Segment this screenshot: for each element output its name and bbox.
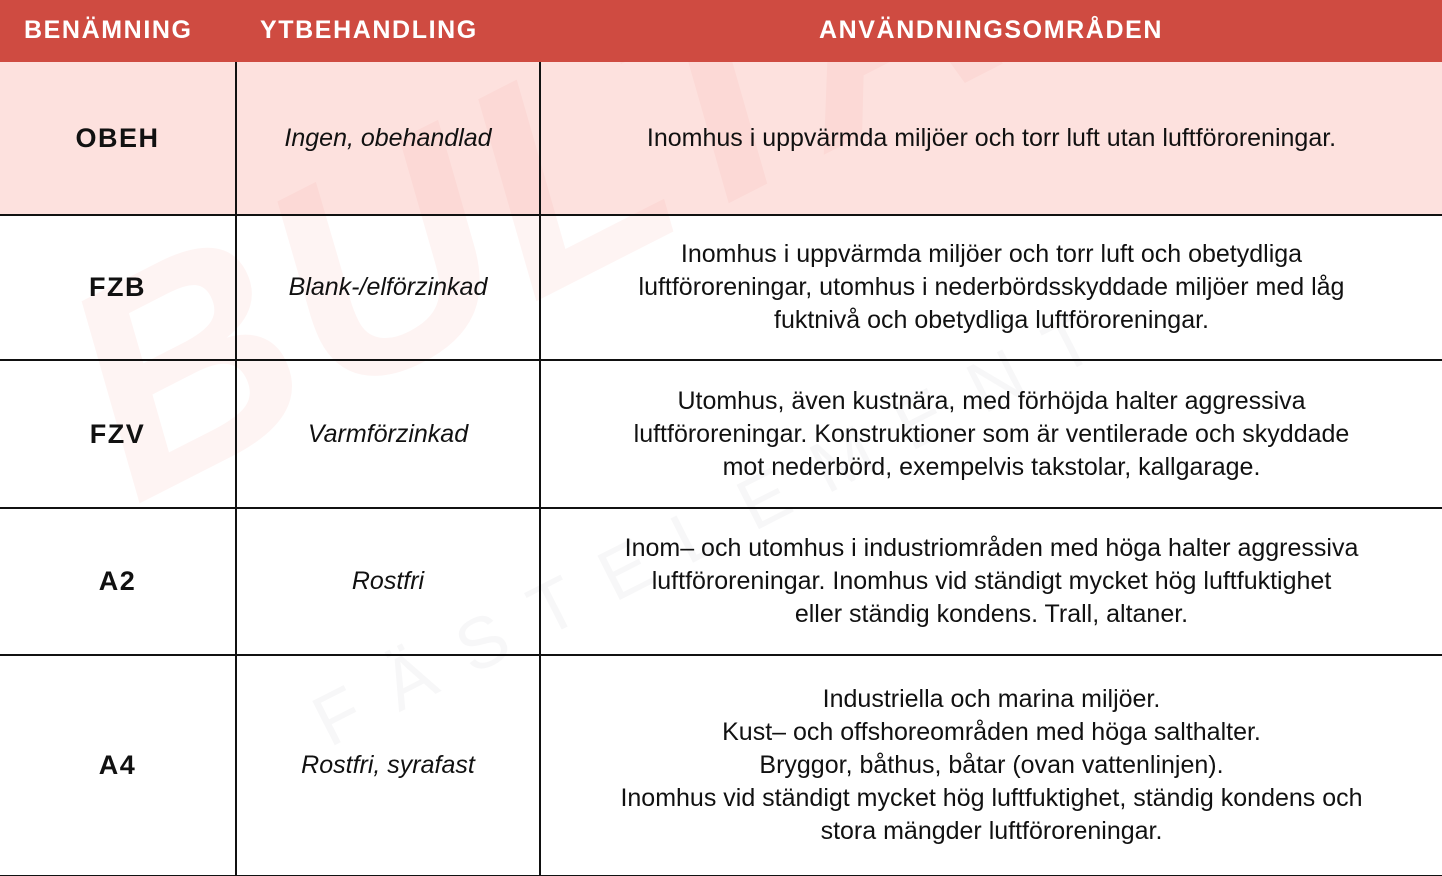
usage-line: Inomhus i uppvärmda miljöer och torr luf… [680,240,1303,268]
column-header-anvandningsomraden: ANVÄNDNINGSOMRÅDEN [540,0,1442,62]
cell-ytbehandling: Rostfri [235,507,541,656]
cell-ytbehandling: Rostfri, syrafast [235,654,541,876]
column-header-ytbehandling: YTBEHANDLING [236,0,540,62]
usage-line: mot nederbörd, exempelvis takstolar, kal… [722,452,1261,481]
usage-line: Industriella och marina miljöer. [822,685,1161,713]
usage-line: stora mängder luftföroreningar. [820,817,1163,845]
usage-line: Kust– och offshoreområden med höga salth… [722,718,1261,746]
usage-line: Inom– och utomhus i industriområden med … [624,534,1359,562]
cell-benamning: FZB [0,214,237,361]
cell-ytbehandling: Ingen, obehandlad [235,62,541,216]
cell-benamning: A2 [0,507,237,656]
cell-anvandningsomraden: Utomhus, även kustnära, med förhöjda hal… [539,359,1442,509]
cell-benamning: OBEH [0,62,237,216]
cell-benamning: A4 [0,654,237,876]
table-header: BENÄMNING YTBEHANDLING ANVÄNDNINGSOMRÅDE… [0,0,1442,62]
table-header-row: BENÄMNING YTBEHANDLING ANVÄNDNINGSOMRÅDE… [0,0,1442,62]
usage-line: Inomhus i uppvärmda miljöer och torr luf… [646,123,1337,152]
cell-ytbehandling: Varmförzinkad [235,359,541,509]
cell-ytbehandling: Blank-/elförzinkad [235,214,541,361]
cell-anvandningsomraden: Inom– och utomhus i industriområden med … [539,507,1442,656]
usage-line: luftföroreningar. Inomhus vid ständigt m… [651,567,1332,595]
table-row: FZB Blank-/elförzinkad Inomhus i uppvärmda… [0,214,1442,361]
cell-anvandningsomraden: Inomhus i uppvärmda miljöer och torr luf… [539,62,1442,216]
usage-line: Bryggor, båthus, båtar (ovan vattenlinje… [759,751,1224,779]
table-row: A2 Rostfri Inom– och utomhus i industriomr… [0,507,1442,656]
table-row: OBEH Ingen, obehandlad Inomhus i uppvärmda… [0,62,1442,216]
column-header-benamning: BENÄMNING [0,0,236,62]
table-row: FZV Varmförzinkad Utomhus, även kustnära, … [0,359,1442,509]
usage-line: Inomhus vid ständigt mycket hög luftfukt… [620,784,1363,812]
usage-line: luftföroreningar, utomhus i nederbördssk… [638,273,1345,301]
table-body: OBEH Ingen, obehandlad Inomhus i uppvärmda… [0,62,1442,876]
usage-line: luftföroreningar. Konstruktioner som är … [633,419,1350,448]
cell-benamning: FZV [0,359,237,509]
cell-anvandningsomraden: Industriella och marina miljöer. Kust– oc… [539,654,1442,876]
table-row: A4 Rostfri, syrafast Industriella och mari… [0,654,1442,876]
cell-anvandningsomraden: Inomhus i uppvärmda miljöer och torr luf… [539,214,1442,361]
usage-line: eller ständig kondens. Trall, altaner. [794,600,1189,628]
usage-line: Utomhus, även kustnära, med förhöjda hal… [677,386,1306,415]
usage-line: fuktnivå och obetydliga luftföroreningar… [774,306,1209,334]
